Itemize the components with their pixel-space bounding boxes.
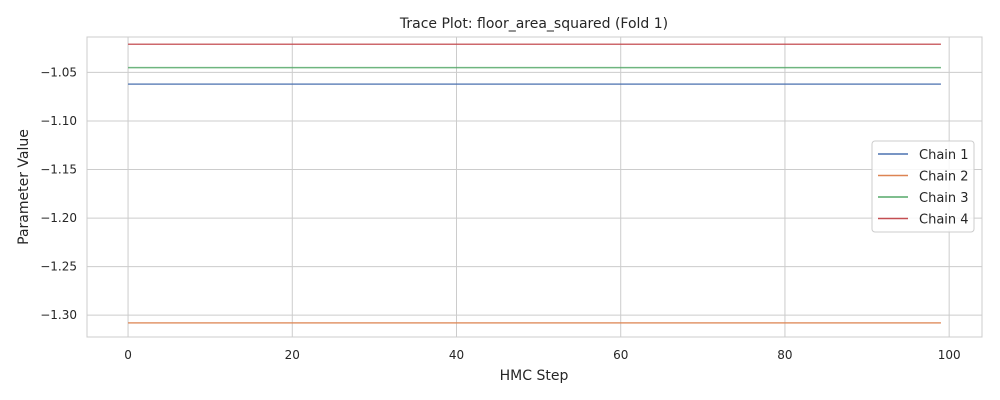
legend-label: Chain 2 — [919, 170, 969, 185]
grid-lines — [87, 37, 982, 337]
x-axis-label: HMC Step — [500, 368, 569, 384]
x-tick-label: 20 — [285, 348, 300, 362]
series-lines — [128, 43, 941, 324]
x-tick-label: 40 — [449, 348, 464, 362]
x-tick-label: 60 — [613, 348, 628, 362]
legend-label: Chain 1 — [919, 148, 969, 163]
chart-title: Trace Plot: floor_area_squared (Fold 1) — [399, 16, 668, 32]
x-tick-labels: 0 20 40 60 80 100 — [124, 348, 960, 362]
legend-item-chain-1: Chain 1 — [878, 148, 969, 163]
legend-label: Chain 3 — [919, 191, 969, 206]
legend-box — [871, 140, 975, 233]
x-tick-label: 0 — [124, 348, 132, 362]
plot-area — [86, 36, 983, 338]
y-tick-label: −1.10 — [40, 114, 77, 128]
y-tick-label: −1.30 — [40, 308, 77, 322]
x-tick-label: 100 — [938, 348, 961, 362]
y-tick-label: −1.05 — [40, 65, 77, 79]
y-tick-labels: −1.30 −1.25 −1.20 −1.15 −1.10 −1.05 — [40, 65, 77, 322]
legend: Chain 1 Chain 2 Chain 3 Chain 4 — [871, 140, 975, 233]
legend-item-chain-3: Chain 3 — [878, 191, 969, 206]
legend-item-chain-4: Chain 4 — [878, 213, 969, 228]
y-axis-label: Parameter Value — [16, 129, 32, 245]
x-tick-label: 80 — [777, 348, 792, 362]
legend-label: Chain 4 — [919, 213, 969, 228]
y-tick-label: −1.15 — [40, 163, 77, 177]
y-tick-label: −1.25 — [40, 260, 77, 274]
y-tick-label: −1.20 — [40, 211, 77, 225]
legend-item-chain-2: Chain 2 — [878, 170, 969, 185]
